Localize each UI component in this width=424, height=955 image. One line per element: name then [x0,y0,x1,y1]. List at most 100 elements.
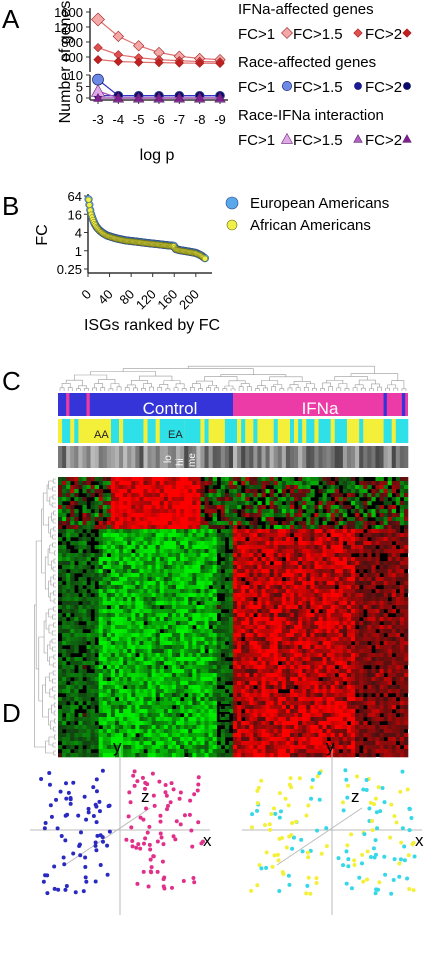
heatmap-cell [237,605,242,610]
heatmap-cell [269,577,274,582]
heatmap-cell [74,521,79,526]
heatmap-cell [159,553,165,558]
heatmap-cell [123,629,128,634]
heatmap-cell [249,609,254,614]
legend-marker [353,134,363,143]
heatmap-cell [192,545,197,550]
heatmap-cell [253,521,258,526]
heatmap-cell [395,533,401,538]
heatmap-cell [70,633,75,638]
heatmap-cell [66,489,71,494]
heatmap-cell [391,589,397,594]
race-bar-cell [367,419,372,443]
heatmap-cell [338,605,344,610]
heatmap-cell [351,609,356,614]
heatmap-cell [200,545,205,550]
heatmap-cell [180,573,185,578]
heatmap-cell [143,517,148,522]
heatmap-cell [188,549,193,554]
heatmap-cell [237,557,242,562]
heatmap-cell [123,525,128,530]
heatmap-cell [228,593,234,598]
heatmap-cell [241,561,246,566]
heatmap-cell [318,537,323,542]
heatmap-cell [70,665,75,670]
heatmap-cell [265,581,270,586]
heatmap-cell [367,553,372,558]
heatmap-cell [241,617,246,622]
heatmap-cell [216,609,222,614]
heatmap-cell [363,593,368,598]
race-bar-cell [119,419,124,443]
heatmap-cell [241,481,246,486]
heatmap-cell [383,665,388,670]
heatmap-cell [367,509,372,514]
dendrogram-branch [48,736,55,746]
heatmap-cell [200,661,205,666]
heatmap-cell [326,625,331,630]
heatmap-cell [212,605,218,610]
dendrogram-branch [208,384,218,388]
heatmap-cell [359,517,364,522]
heatmap-cell [326,545,331,550]
heatmap-cell [220,637,226,642]
heatmap-cell [289,573,295,578]
heatmap-cell [184,557,189,562]
level-bar-cell [289,446,295,468]
heatmap-cell [375,529,380,534]
heatmap-cell [159,549,165,554]
heatmap-cell [310,685,315,690]
race-bar-cell [277,419,283,443]
heatmap-cell [90,653,95,658]
heatmap-cell [151,497,156,502]
race-bar-cell [159,419,165,443]
heatmap-cell [184,645,189,650]
heatmap-cell [310,501,315,506]
heatmap-cell [106,669,112,674]
dendrogram-branch [287,387,293,391]
heatmap-cell [155,537,161,542]
heatmap-cell [180,641,185,646]
heatmap-cell [70,513,75,518]
heatmap-cell [119,573,124,578]
heatmap-cell [98,493,104,498]
heatmap-cell [326,537,331,542]
heatmap-cell [123,645,128,650]
heatmap-cell [379,569,384,574]
heatmap-cell [110,649,116,654]
race-bar-cell [212,419,218,443]
heatmap-cell [285,597,291,602]
dendrogram-branch [53,622,56,628]
heatmap-cell [289,673,295,678]
heatmap-cell [273,673,279,678]
heatmap-cell [342,637,348,642]
heatmap-cell [78,577,83,582]
level-bar-cell [326,446,331,468]
heatmap-cell [78,673,83,678]
heatmap-cell [395,645,401,650]
heatmap-cell [220,669,226,674]
heatmap-cell [322,525,327,530]
heatmap-cell [403,493,409,498]
heatmap-cell [167,517,173,522]
heatmap-cell [359,625,364,630]
heatmap-cell [359,561,364,566]
heatmap-cell [98,629,104,634]
heatmap-cell [200,505,205,510]
legend-marker [281,27,293,39]
heatmap-cell [371,565,376,570]
heatmap-cell [314,613,319,618]
heatmap-cell [188,609,193,614]
heatmap-cell [351,681,356,686]
heatmap-cell [102,485,108,490]
heatmap-cell [224,593,230,598]
heatmap-cell [139,529,144,534]
heatmap-cell [167,477,173,482]
heatmap-cell [367,581,372,586]
heatmap-cell [114,541,120,546]
heatmap-cell [265,569,270,574]
heatmap-cell [346,489,352,494]
heatmap-cell [66,601,71,606]
heatmap-cell [351,549,356,554]
heatmap-cell [253,677,258,682]
